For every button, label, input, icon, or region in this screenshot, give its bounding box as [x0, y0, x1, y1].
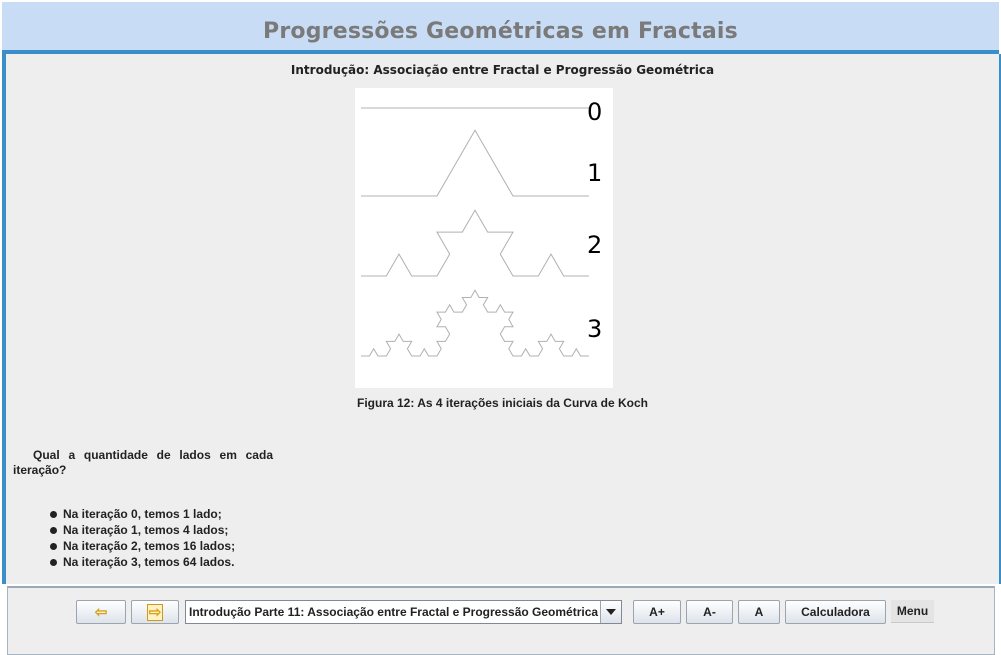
- previous-button[interactable]: ⇦: [76, 600, 126, 624]
- calculator-button[interactable]: Calculadora: [785, 600, 886, 624]
- section-subtitle: Introdução: Associação entre Fractal e P…: [290, 63, 715, 77]
- iteration-label-2: 2: [587, 231, 602, 259]
- app-title: Progressões Geométricas em Fractais: [263, 19, 738, 44]
- font-increase-button[interactable]: A+: [633, 600, 681, 624]
- navigation-toolbar: ⇦ ⇨ Introdução Parte 11: Associação entr…: [7, 586, 995, 655]
- koch-iteration-3: [361, 289, 589, 357]
- next-button[interactable]: ⇨: [131, 600, 179, 624]
- bullet-icon: [50, 558, 57, 566]
- font-reset-button[interactable]: A: [738, 600, 780, 624]
- content-panel: Introdução: Associação entre Fractal e P…: [2, 54, 1001, 584]
- arrow-right-icon: ⇨: [146, 603, 164, 621]
- iteration-label-1: 1: [587, 159, 602, 187]
- answer-item: Na iteração 0, temos 1 lado;: [50, 506, 235, 522]
- section-select-value: Introdução Parte 11: Associação entre Fr…: [189, 605, 599, 619]
- figure-caption: Figura 12: As 4 iterações iniciais da Cu…: [357, 396, 648, 410]
- iteration-label-0: 0: [587, 98, 602, 126]
- koch-iteration-1: [361, 129, 589, 197]
- question-text: Qual a quantidade de lados em cada itera…: [13, 448, 273, 477]
- iteration-label-3: 3: [587, 315, 602, 343]
- bullet-icon: [50, 510, 57, 518]
- title-bar: Progressões Geométricas em Fractais: [2, 2, 999, 54]
- koch-iteration-2: [361, 209, 589, 277]
- chevron-down-icon[interactable]: [600, 601, 621, 623]
- menu-button[interactable]: Menu: [891, 600, 934, 623]
- bullet-icon: [50, 526, 57, 534]
- bullet-icon: [50, 542, 57, 550]
- koch-curve-svg: 0 1 2 3: [361, 98, 602, 357]
- answer-item: Na iteração 3, temos 64 lados.: [50, 554, 235, 570]
- arrow-left-icon: ⇦: [94, 603, 108, 621]
- answer-item: Na iteração 2, temos 16 lados;: [50, 538, 235, 554]
- koch-curve-figure: 0 1 2 3: [355, 88, 613, 388]
- answer-list: Na iteração 0, temos 1 lado; Na iteração…: [50, 506, 235, 570]
- answer-item: Na iteração 1, temos 4 lados;: [50, 522, 235, 538]
- section-select[interactable]: Introdução Parte 11: Associação entre Fr…: [185, 600, 622, 624]
- font-decrease-button[interactable]: A-: [686, 600, 733, 624]
